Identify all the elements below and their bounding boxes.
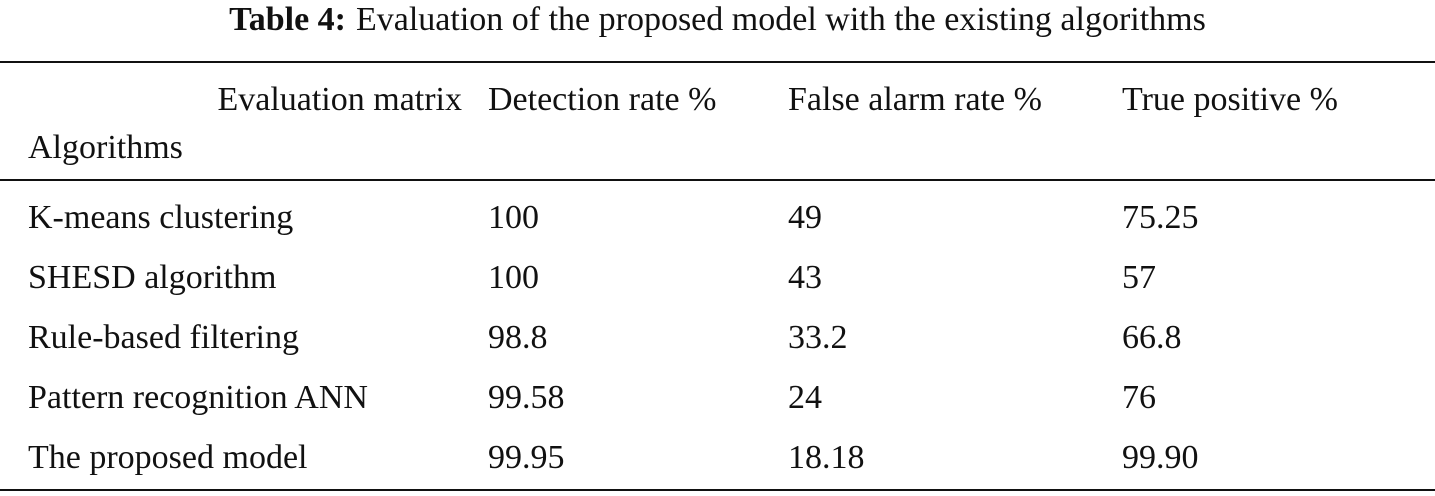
detection-rate-cell: 98.8 [488, 319, 548, 356]
true-positive-cell: 99.90 [1122, 439, 1199, 476]
table-caption: Table 4: Evaluation of the proposed model… [0, 0, 1435, 40]
algorithm-cell: The proposed model [28, 439, 308, 476]
algorithm-cell: Pattern recognition ANN [28, 379, 368, 416]
algorithm-cell: Rule-based filtering [28, 319, 299, 356]
false-alarm-rate-cell: 43 [788, 259, 822, 296]
column-header-true-positive: True positive % [1122, 81, 1338, 118]
true-positive-cell: 66.8 [1122, 319, 1182, 356]
false-alarm-rate-cell: 49 [788, 199, 822, 236]
detection-rate-cell: 99.58 [488, 379, 565, 416]
false-alarm-rate-cell: 18.18 [788, 439, 865, 476]
header-corner-top: Evaluation matrix [217, 81, 462, 118]
detection-rate-cell: 99.95 [488, 439, 565, 476]
detection-rate-cell: 100 [488, 199, 539, 236]
column-header-detection-rate: Detection rate % [488, 81, 717, 118]
header-corner-bottom: Algorithms [28, 129, 183, 166]
header-rule [0, 179, 1435, 181]
table-label: Table 4: [229, 1, 346, 38]
true-positive-cell: 75.25 [1122, 199, 1199, 236]
false-alarm-rate-cell: 33.2 [788, 319, 848, 356]
detection-rate-cell: 100 [488, 259, 539, 296]
algorithm-cell: SHESD algorithm [28, 259, 277, 296]
true-positive-cell: 76 [1122, 379, 1156, 416]
false-alarm-rate-cell: 24 [788, 379, 822, 416]
table-title: Evaluation of the proposed model with th… [355, 1, 1206, 38]
column-header-false-alarm-rate: False alarm rate % [788, 81, 1042, 118]
true-positive-cell: 57 [1122, 259, 1156, 296]
top-rule [0, 61, 1435, 63]
bottom-rule [0, 489, 1435, 491]
algorithm-cell: K-means clustering [28, 199, 294, 236]
